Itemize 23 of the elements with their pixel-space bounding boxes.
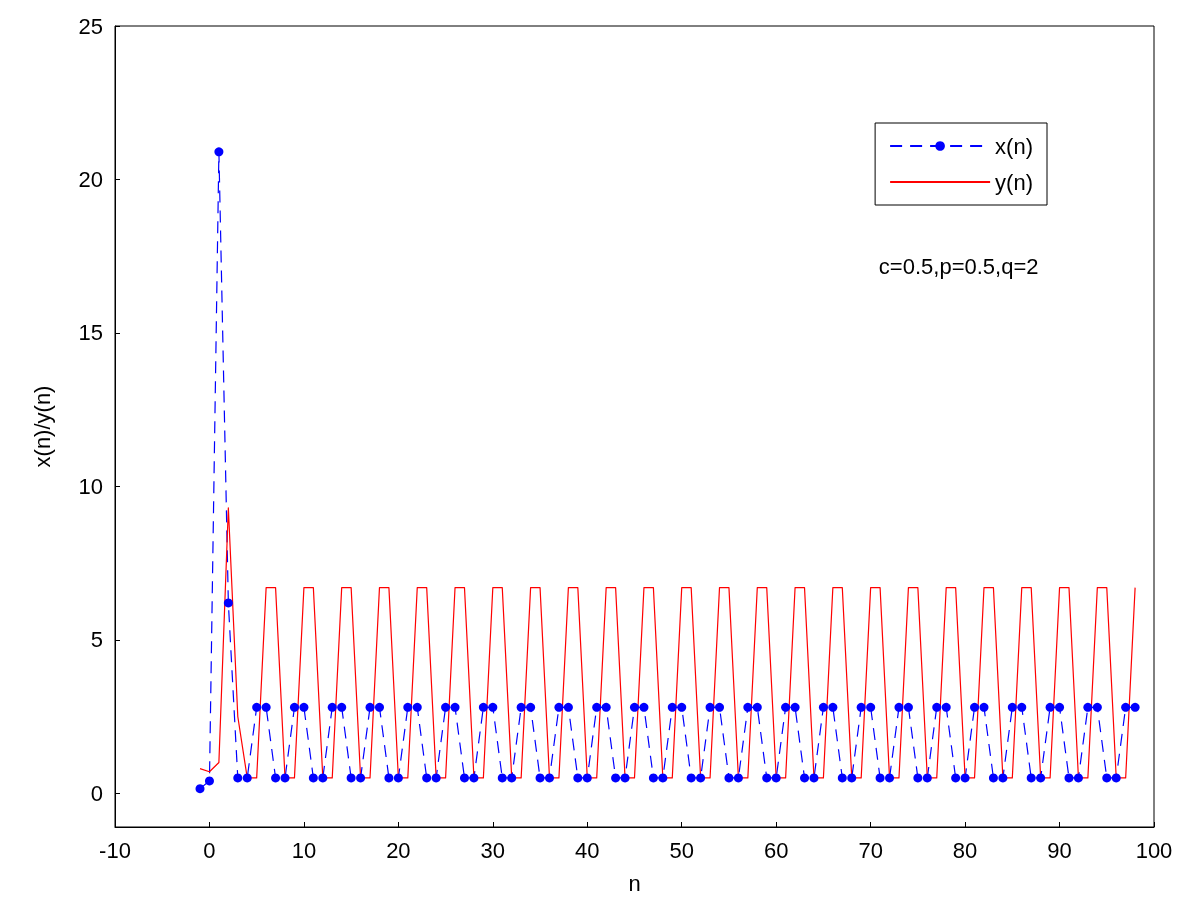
y-tick-label: 0 [90, 780, 103, 806]
x-axis-title: n [628, 870, 641, 896]
x-tick-label: 50 [669, 837, 694, 863]
x-tick-label: -10 [99, 837, 131, 863]
y-tick-label: 20 [78, 166, 103, 192]
y-tick-label: 25 [78, 13, 103, 39]
x-tick-label: 100 [1135, 837, 1173, 863]
x-tick-label: 10 [291, 837, 317, 863]
x-tick-label: 30 [480, 837, 506, 863]
y-tick-label: 10 [78, 473, 103, 499]
annotation: c=0.5,p=0.5,q=2 [878, 253, 1039, 279]
y-tick-label: 15 [78, 320, 103, 346]
x-tick-label: 20 [386, 837, 411, 863]
x-tick-label: 0 [203, 837, 216, 863]
x-tick-label: 80 [952, 837, 978, 863]
y-tick-label: 5 [90, 627, 103, 653]
x-tick-label: 60 [763, 837, 789, 863]
y-axis-title: x(n)/y(n) [29, 385, 55, 468]
x-tick-label: 90 [1047, 837, 1072, 863]
legend-label: x(n) [995, 133, 1033, 159]
x-tick-label: 70 [858, 837, 883, 863]
x-tick-label: 40 [575, 837, 600, 863]
legend-label: y(n) [995, 169, 1033, 195]
